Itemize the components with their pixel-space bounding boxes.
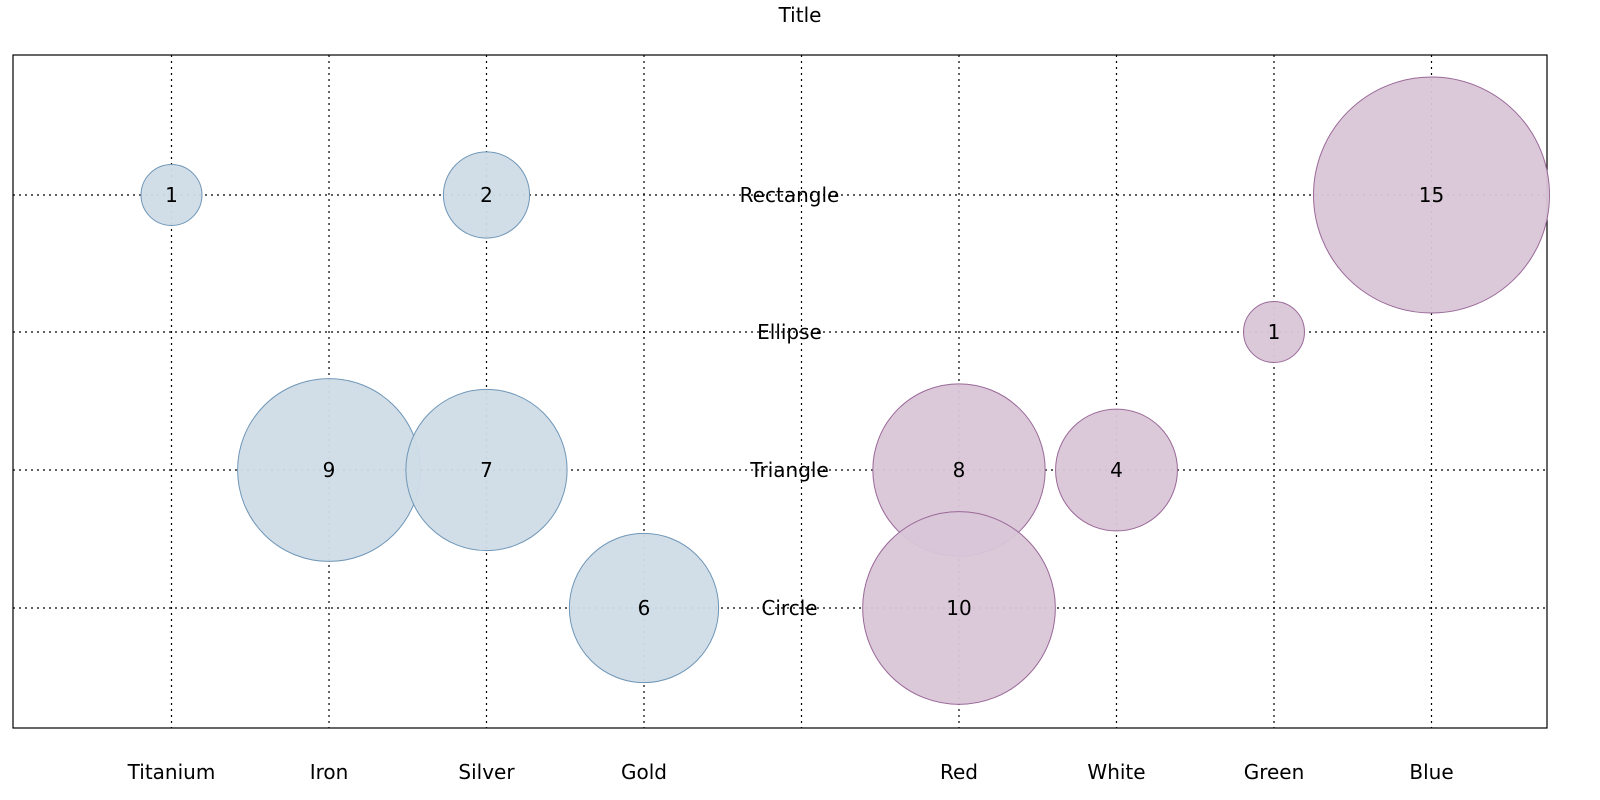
bubble-value-label: 4 xyxy=(1110,458,1123,482)
bubble xyxy=(862,511,1056,705)
x-tick-label: Silver xyxy=(458,760,515,784)
x-tick-label: Titanium xyxy=(127,760,216,784)
bubble-value-label: 15 xyxy=(1419,183,1444,207)
bubble-value-label: 1 xyxy=(165,183,178,207)
bubble-value-label: 7 xyxy=(480,458,493,482)
y-category-label: Triangle xyxy=(749,458,829,482)
bubble xyxy=(568,532,720,684)
bubble xyxy=(442,151,531,239)
bubble xyxy=(140,164,203,226)
y-category-label: Ellipse xyxy=(757,320,822,344)
bubble-value-label: 10 xyxy=(946,596,971,620)
x-tick-labels: Titanium Iron Silver Gold Red White Green Blue xyxy=(127,760,1454,784)
y-category-label: Circle xyxy=(761,596,817,620)
bubble-value-label: 8 xyxy=(953,458,966,482)
bubble-value-label: 9 xyxy=(323,458,336,482)
bubble xyxy=(1313,76,1550,314)
bubble-value-label: 2 xyxy=(480,183,493,207)
grid-lines xyxy=(13,55,1547,728)
bubbles: 1 2 9 7 6 15 1 8 4 10 xyxy=(140,76,1550,705)
y-category-label: Rectangle xyxy=(740,183,840,207)
bubble xyxy=(1243,301,1305,363)
y-category-labels: Circle Triangle Ellipse Rectangle xyxy=(740,183,840,620)
bubble xyxy=(1055,408,1178,532)
x-tick-label: Iron xyxy=(310,760,349,784)
x-tick-label: Gold xyxy=(621,760,667,784)
bubble-value-label: 6 xyxy=(638,596,651,620)
bubble xyxy=(405,388,568,552)
bubble-value-label: 1 xyxy=(1268,320,1281,344)
x-tick-label: Blue xyxy=(1409,760,1453,784)
x-tick-label: Green xyxy=(1244,760,1305,784)
plot-frame xyxy=(12,54,1548,729)
x-tick-label: White xyxy=(1087,760,1145,784)
chart-title: Title xyxy=(778,3,822,27)
x-tick-label: Red xyxy=(940,760,978,784)
